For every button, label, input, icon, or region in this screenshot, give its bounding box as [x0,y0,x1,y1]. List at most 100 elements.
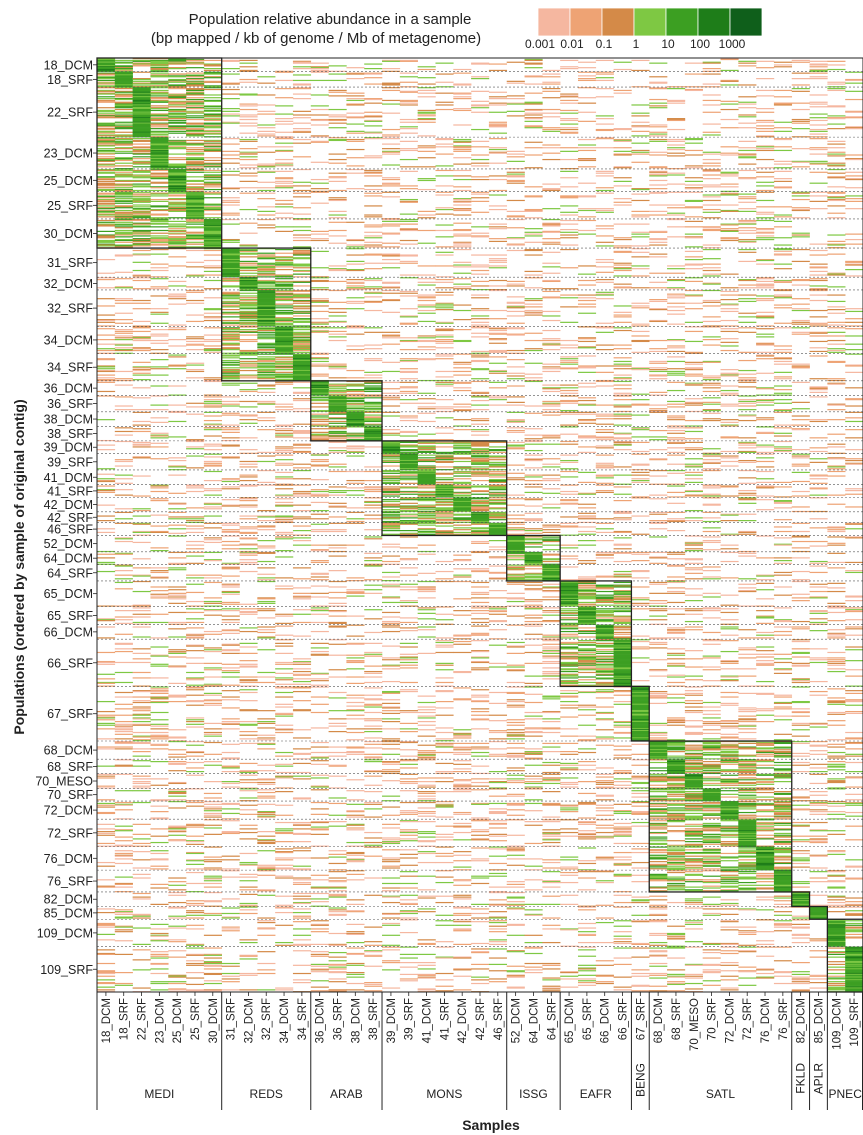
heatmap-cell [684,330,703,333]
heatmap-cell [524,512,543,514]
heatmap-cell [791,449,810,451]
heatmap-cell [203,213,222,215]
heatmap-cell [577,338,597,340]
heatmap-cell [435,507,454,509]
heatmap-cell [328,397,347,399]
heatmap-cell [667,347,686,349]
heatmap-cell [738,201,757,203]
heatmap-cell [382,449,401,452]
heatmap-cell [649,475,668,477]
heatmap-cell [649,375,668,377]
heatmap-cell [114,349,133,352]
heatmap-cell [435,208,454,211]
heatmap-cell [132,210,151,212]
heatmap-cell [845,458,863,460]
heatmap-cell [791,327,810,329]
heatmap-cell [168,466,187,468]
heatmap-cell [257,327,276,329]
heatmap-cell [382,451,401,453]
heatmap-cell [577,419,597,422]
heatmap-cell [292,253,312,255]
heatmap-cell [203,118,222,121]
heatmap-cell [845,335,863,337]
heatmap-cell [275,366,294,368]
heatmap-cell [114,70,133,72]
heatmap-cell [560,297,579,299]
heatmap-cell [773,399,793,401]
heatmap-cell [257,324,276,326]
heatmap-cell [560,361,579,363]
heatmap-cell [186,128,205,131]
heatmap-cell [809,78,828,80]
heatmap-cell [506,472,525,474]
heatmap-cell [203,77,222,79]
heatmap-cell [257,317,276,319]
heatmap-cell [738,241,757,243]
heatmap-cell [595,187,614,189]
heatmap-cell [667,374,686,376]
heatmap-cell [827,382,846,384]
heatmap-cell [791,234,810,236]
heatmap-cell [114,68,133,70]
heatmap-cell [827,89,846,92]
heatmap-cell [791,72,810,74]
heatmap-cell [399,470,418,473]
heatmap-cell [114,200,133,202]
heatmap-cell [239,105,258,107]
heatmap-cell [132,198,151,200]
heatmap-cell [168,345,187,347]
heatmap-cell [328,308,347,310]
heatmap-cell [417,470,436,473]
heatmap-cell [346,396,365,398]
heatmap-cell [150,235,169,237]
heatmap-cell [417,265,436,267]
heatmap-cell [292,364,312,366]
heatmap-cell [257,371,276,373]
heatmap-cell [417,466,436,468]
heatmap-cell [382,472,401,474]
heatmap-cell [471,176,490,178]
heatmap-cell [488,474,508,476]
heatmap-cell [738,279,757,281]
heatmap-cell [364,414,383,416]
heatmap-cell [595,189,614,192]
heatmap-cell [738,498,757,500]
heatmap-cell [453,140,472,142]
heatmap-cell [186,148,205,151]
heatmap-cell [132,146,151,148]
heatmap-cell [399,417,418,419]
heatmap-cell [275,258,294,261]
heatmap-cell [827,247,846,249]
heatmap-cell [631,287,650,289]
heatmap-cell [595,322,614,324]
heatmap-cell [667,483,686,485]
heatmap-cell [203,166,222,168]
heatmap-cell [168,239,187,242]
heatmap-cell [221,335,240,337]
heatmap-cell [275,290,294,293]
heatmap-cell [97,66,116,68]
heatmap-cell [310,250,329,253]
heatmap-cell [845,195,863,197]
heatmap-cell [488,259,508,262]
heatmap-cell [595,271,614,273]
heatmap-cell [542,288,561,290]
heatmap-cell [132,217,151,219]
heatmap-cell [150,123,169,125]
heatmap-cell [417,340,436,343]
legend-swatch [569,7,603,37]
heatmap-cell [275,158,294,161]
heatmap-cell [667,148,686,151]
heatmap-cell [684,184,703,186]
heatmap-cell [595,371,614,373]
heatmap-cell [435,307,454,309]
heatmap-cell [506,180,525,182]
heatmap-cell [132,106,151,108]
heatmap-cell [97,205,116,207]
heatmap-cell [382,164,401,166]
heatmap-cell [186,152,205,154]
heatmap-cell [720,405,739,407]
heatmap-cell [150,238,169,241]
heatmap-cell [809,133,828,135]
heatmap-cell [417,509,436,511]
